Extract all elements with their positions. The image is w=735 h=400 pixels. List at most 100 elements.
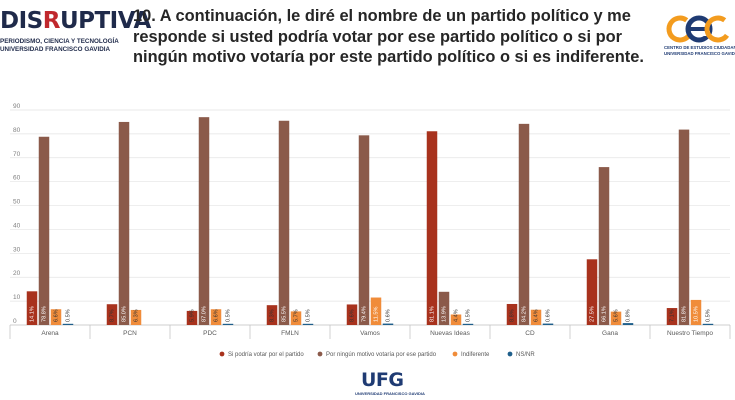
data-label: 84.2% xyxy=(521,306,527,322)
ufg-subtitle: UNIVERSIDAD FRANCISCO GAVIDIA xyxy=(355,391,425,396)
disruptiva-wordmark: DISRUPTIVA xyxy=(0,8,151,34)
x-tick-label: Arena xyxy=(41,330,59,337)
bar xyxy=(222,323,234,325)
bar xyxy=(666,308,678,325)
bar xyxy=(210,309,222,325)
data-label: 5.7% xyxy=(293,309,299,322)
bar xyxy=(278,120,290,325)
bar-chart: 0 10 20 30 40 50 60 70 80 90 14.1% 78.8% 6.6% 0.5% Are… xyxy=(9,103,731,358)
data-label: 7.1% xyxy=(669,309,675,322)
bar xyxy=(290,311,302,325)
data-label: 10.5% xyxy=(693,306,699,322)
legend-marker xyxy=(452,351,458,357)
data-label: 0.6% xyxy=(545,309,551,322)
ufg-logo: UFG UNIVERSIDAD FRANCISCO GAVIDIA xyxy=(355,369,425,399)
bar xyxy=(462,323,474,325)
bar xyxy=(586,259,598,325)
bar xyxy=(450,314,462,325)
x-tick-label: Vamos xyxy=(360,330,380,337)
data-label: 11.5% xyxy=(373,307,379,322)
data-label: 85.5% xyxy=(281,306,287,322)
x-tick-label: Nuevas Ideas xyxy=(430,330,470,337)
data-label: 4.4% xyxy=(453,309,459,322)
question-title: 10. A continuación, le diré el nombre de… xyxy=(133,7,644,66)
x-tick-label: FMLN xyxy=(281,330,299,337)
cec-mark-icon xyxy=(666,15,732,43)
y-tick-label: 30 xyxy=(13,246,21,253)
x-tick-label: Nuestro Tiempo xyxy=(667,330,713,337)
bar xyxy=(346,304,358,325)
disruptiva-tagline: PERIODISMO, CIENCIA Y TECNOLOGÍA xyxy=(0,38,119,45)
y-tick-label: 60 xyxy=(13,175,21,182)
data-label: 87.0% xyxy=(201,306,207,322)
bar xyxy=(370,297,382,325)
bar xyxy=(50,309,62,325)
data-label: 0.5% xyxy=(305,309,311,322)
legend-label: Por ningún motivo votaría por ese partid… xyxy=(326,352,437,358)
x-tick-label: CD xyxy=(525,330,535,337)
data-label: 6.3% xyxy=(133,309,139,322)
x-tick-label: PDC xyxy=(203,330,217,337)
x-tick-label: Gana xyxy=(602,330,618,337)
data-label: 0.8% xyxy=(625,309,631,322)
bar xyxy=(62,323,74,325)
x-tick-label: PCN xyxy=(123,330,137,337)
ufg-wordmark: UFG xyxy=(361,369,404,391)
data-label: 5.6% xyxy=(613,309,619,322)
data-label: 6.4% xyxy=(533,309,539,322)
bar xyxy=(678,129,690,325)
data-label: 85.0% xyxy=(121,306,127,322)
y-tick-label: 50 xyxy=(13,199,21,206)
bar xyxy=(106,304,118,325)
y-tick-label: 20 xyxy=(13,270,21,277)
legend-label: NS/NR xyxy=(516,352,535,358)
data-label: 0.5% xyxy=(225,309,231,322)
data-label: 6.6% xyxy=(53,309,59,322)
bar xyxy=(38,136,50,325)
bar xyxy=(622,323,634,325)
data-label: 0.5% xyxy=(705,309,711,322)
cec-logo: CENTRO DE ESTUDIOS CIUDADANOS UNIVERSIDA… xyxy=(664,12,735,62)
y-tick-label: 80 xyxy=(13,127,21,134)
bar xyxy=(186,310,198,325)
cec-subtitle: CENTRO DE ESTUDIOS CIUDADANOS xyxy=(664,45,735,50)
y-tick-label: 70 xyxy=(13,151,21,158)
legend-label: Si podría votar por el partido xyxy=(228,352,304,358)
disruptiva-university: UNIVERSIDAD FRANCISCO GAVIDIA xyxy=(0,46,111,53)
bar xyxy=(130,309,142,325)
disruptiva-logo: DISRUPTIVA PERIODISMO, CIENCIA Y TECNOLO… xyxy=(0,8,151,60)
bar xyxy=(542,323,554,325)
cec-university: UNIVERSIDAD FRANCISCO GAVIDIA xyxy=(664,51,735,56)
y-tick-label: 90 xyxy=(13,103,21,110)
bar xyxy=(506,303,518,325)
bar xyxy=(598,167,610,325)
y-tick-label: 0 xyxy=(13,318,17,325)
y-tick-label: 40 xyxy=(13,222,21,229)
data-label: 81.1% xyxy=(429,306,435,322)
data-label: 79.4% xyxy=(361,306,367,322)
bar xyxy=(426,131,438,325)
bar xyxy=(302,323,314,325)
data-label: 8.3% xyxy=(269,309,275,322)
bar xyxy=(266,305,278,325)
data-label: 6.6% xyxy=(213,309,219,322)
y-tick-label: 10 xyxy=(13,294,21,301)
data-label: 0.5% xyxy=(65,309,71,322)
legend-label: Indiferente xyxy=(461,352,490,358)
bar xyxy=(518,123,530,325)
bar xyxy=(382,323,394,325)
bar xyxy=(438,291,450,325)
legend-marker xyxy=(317,351,323,357)
data-label: 66.1% xyxy=(601,306,607,322)
data-label: 0.6% xyxy=(385,309,391,322)
data-label: 5.9% xyxy=(189,309,195,322)
bar xyxy=(118,121,130,325)
bar xyxy=(610,311,622,325)
data-label: 81.8% xyxy=(681,306,687,322)
bar xyxy=(198,117,210,326)
bar xyxy=(26,291,38,325)
bar xyxy=(702,323,714,325)
data-label: 8.8% xyxy=(509,309,515,322)
data-label: 14.1% xyxy=(29,306,35,322)
data-label: 27.5% xyxy=(589,306,595,322)
